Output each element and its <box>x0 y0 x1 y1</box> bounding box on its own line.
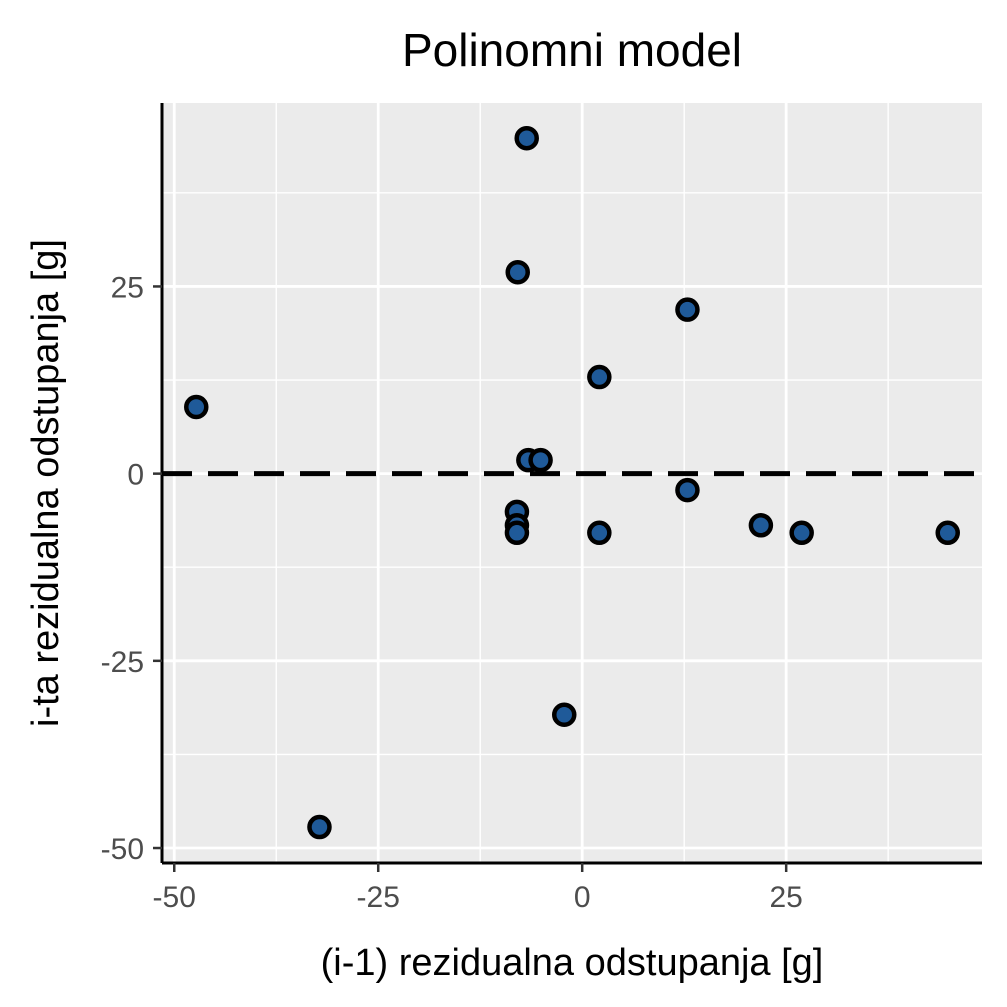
data-point <box>505 259 530 285</box>
y-axis-ticks: -50 -25 0 25 <box>101 271 162 866</box>
data-point <box>789 520 814 546</box>
data-point <box>587 364 612 390</box>
x-axis-ticks: -50 -25 0 25 <box>153 863 803 914</box>
data-point <box>675 477 700 503</box>
y-tick-label: 0 <box>127 459 144 492</box>
plot-panel <box>162 103 982 863</box>
data-points <box>184 125 960 840</box>
data-point <box>935 520 960 546</box>
data-point <box>551 702 577 727</box>
y-tick-label: -25 <box>101 646 144 679</box>
x-tick-label: 25 <box>769 881 802 914</box>
data-point <box>504 520 530 546</box>
y-axis-title: i-ta rezidualna odstupanja [g] <box>25 239 67 727</box>
data-point <box>748 513 774 538</box>
chart-title: Polinomni model <box>402 24 742 76</box>
minor-gridlines <box>162 103 982 863</box>
x-tick-label: -50 <box>153 881 196 914</box>
data-point <box>184 394 209 420</box>
y-tick-label: 25 <box>111 271 144 304</box>
x-axis-title: (i-1) rezidualna odstupanja [g] <box>321 942 824 984</box>
data-point <box>528 447 553 473</box>
x-tick-label: -25 <box>357 881 400 914</box>
data-point <box>307 814 332 840</box>
data-point <box>587 520 612 546</box>
y-tick-label: -50 <box>101 833 144 866</box>
data-point <box>514 125 539 151</box>
x-tick-label: 0 <box>574 881 591 914</box>
major-gridlines <box>162 103 982 863</box>
data-point <box>675 297 700 322</box>
